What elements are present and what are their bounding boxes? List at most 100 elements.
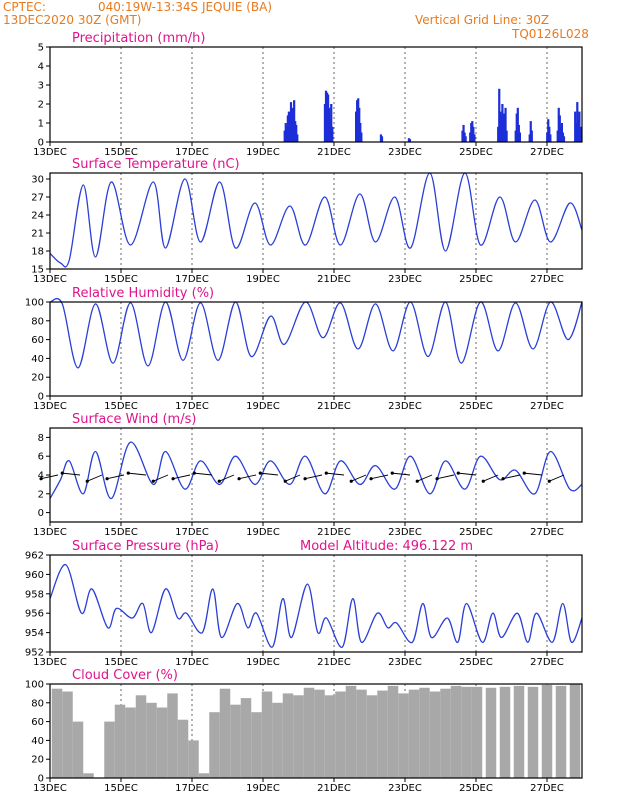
- wind-xtick-label: 13DEC: [33, 527, 67, 538]
- cloud-bar: [377, 690, 388, 778]
- wind-arrow-head: [151, 479, 155, 483]
- temperature-xtick-label: 25DEC: [459, 274, 493, 285]
- wind-arrow-head: [258, 471, 262, 475]
- temperature-xtick-label: 19DEC: [246, 274, 280, 285]
- pressure-ytick-label: 958: [25, 589, 44, 600]
- wind-arrow: [285, 474, 301, 482]
- precip-bar: [504, 107, 507, 142]
- temperature-ytick-label: 21: [31, 229, 44, 240]
- cloud-ytick-label: 100: [25, 680, 44, 691]
- precip-bar: [505, 130, 508, 142]
- wind-xtick-label: 27DEC: [530, 527, 564, 538]
- pressure-series: [49, 564, 583, 648]
- humidity-series: [49, 297, 583, 369]
- wind-arrow: [172, 474, 191, 480]
- header-code: TQ0126L028: [512, 27, 589, 41]
- wind-arrow: [194, 472, 213, 476]
- cloud-xtick-label: 25DEC: [459, 783, 493, 794]
- wind-arrow: [392, 472, 411, 476]
- cloud-bar: [366, 695, 378, 778]
- wind-arrow: [326, 472, 345, 476]
- wind-arrow: [219, 474, 235, 482]
- cloud-bar: [450, 685, 462, 778]
- wind-arrow: [351, 474, 367, 482]
- wind-ytick-label: 8: [38, 433, 44, 444]
- pressure-ytick-label: 952: [25, 648, 44, 659]
- pressure-xtick-label: 27DEC: [530, 657, 564, 668]
- humidity-xtick-label: 21DEC: [317, 401, 351, 412]
- wind-xtick-label: 25DEC: [459, 527, 493, 538]
- cloud-bar: [240, 698, 252, 778]
- pressure-xtick-label: 23DEC: [388, 657, 422, 668]
- precip-xtick-label: 25DEC: [459, 147, 493, 158]
- precip-bar: [330, 104, 333, 142]
- humidity-xtick-label: 13DEC: [33, 401, 67, 412]
- cloud-bar: [485, 687, 497, 778]
- wind-arrow: [62, 472, 81, 476]
- precip-bar: [295, 124, 298, 142]
- wind-xtick-label: 15DEC: [104, 527, 138, 538]
- cloud-bar: [188, 740, 199, 778]
- wind-arrow: [483, 474, 499, 482]
- cloud-bar: [219, 688, 231, 778]
- wind-arrow: [458, 472, 477, 476]
- cloud-bar: [125, 707, 136, 778]
- pressure-frame: [49, 554, 583, 653]
- temperature-title: Surface Temperature (nC): [72, 157, 240, 172]
- wind-arrow: [436, 474, 455, 480]
- pressure-xtick-label: 19DEC: [246, 657, 280, 668]
- cloud-bar: [261, 691, 273, 778]
- header-date: 13DEC2020 30Z (GMT): [3, 13, 142, 27]
- humidity-xtick-label: 19DEC: [246, 401, 280, 412]
- cloud-bar: [408, 689, 420, 778]
- precip-ytick-label: 1: [38, 119, 44, 130]
- precip-ytick-label: 2: [38, 100, 44, 111]
- header-vertical-grid: Vertical Grid Line: 30Z: [415, 13, 550, 27]
- cloud-bar: [167, 693, 178, 778]
- cloud-bar: [282, 693, 294, 778]
- cloud-bar: [209, 712, 220, 778]
- cloud-bar: [429, 691, 441, 778]
- wind-arrow-head: [435, 477, 439, 481]
- wind-arrow-head: [126, 471, 130, 475]
- wind-arrow-head: [105, 477, 109, 481]
- humidity-ytick-label: 100: [25, 298, 44, 309]
- humidity-title: Relative Humidity (%): [72, 286, 214, 301]
- precip-bar: [360, 132, 363, 142]
- pressure-xtick-label: 13DEC: [33, 657, 67, 668]
- wind-arrow: [304, 474, 323, 480]
- wind-arrow-head: [456, 471, 460, 475]
- cloud-bar: [471, 686, 483, 778]
- cloud-bar: [314, 689, 325, 778]
- cloud-xtick-label: 21DEC: [317, 783, 351, 794]
- cloud-xtick-label: 19DEC: [246, 783, 280, 794]
- cloud-xtick-label: 27DEC: [530, 783, 564, 794]
- temperature-xtick-label: 17DEC: [175, 274, 209, 285]
- temperature-xtick-label: 15DEC: [104, 274, 138, 285]
- cloud-bar: [83, 773, 94, 778]
- cloud-bar: [555, 685, 567, 778]
- cloud-ytick-label: 20: [31, 755, 44, 766]
- humidity-ytick-label: 20: [31, 373, 44, 384]
- pressure-xtick-label: 15DEC: [104, 657, 138, 668]
- wind-arrow-head: [60, 471, 64, 475]
- cloud-bar: [541, 684, 553, 778]
- cloud-bar: [177, 719, 189, 778]
- cloud-xtick-label: 15DEC: [104, 783, 138, 794]
- precip-bar: [579, 126, 582, 142]
- wind-arrow-head: [192, 471, 196, 475]
- temperature-frame: [49, 172, 583, 270]
- precip-ytick-label: 4: [38, 62, 44, 73]
- temperature-ytick-label: 24: [31, 211, 44, 222]
- wind-ytick-label: 2: [38, 489, 44, 500]
- cloud-bar: [62, 691, 73, 778]
- cloud-bar: [324, 695, 336, 778]
- wind-xtick-label: 19DEC: [246, 527, 280, 538]
- wind-frame: [49, 427, 583, 523]
- humidity-xtick-label: 25DEC: [459, 401, 493, 412]
- wind-arrow-head: [283, 479, 287, 483]
- wind-arrow-head: [303, 477, 307, 481]
- pressure-xtick-label: 17DEC: [175, 657, 209, 668]
- wind-arrow: [87, 474, 103, 482]
- temperature-xtick-label: 23DEC: [388, 274, 422, 285]
